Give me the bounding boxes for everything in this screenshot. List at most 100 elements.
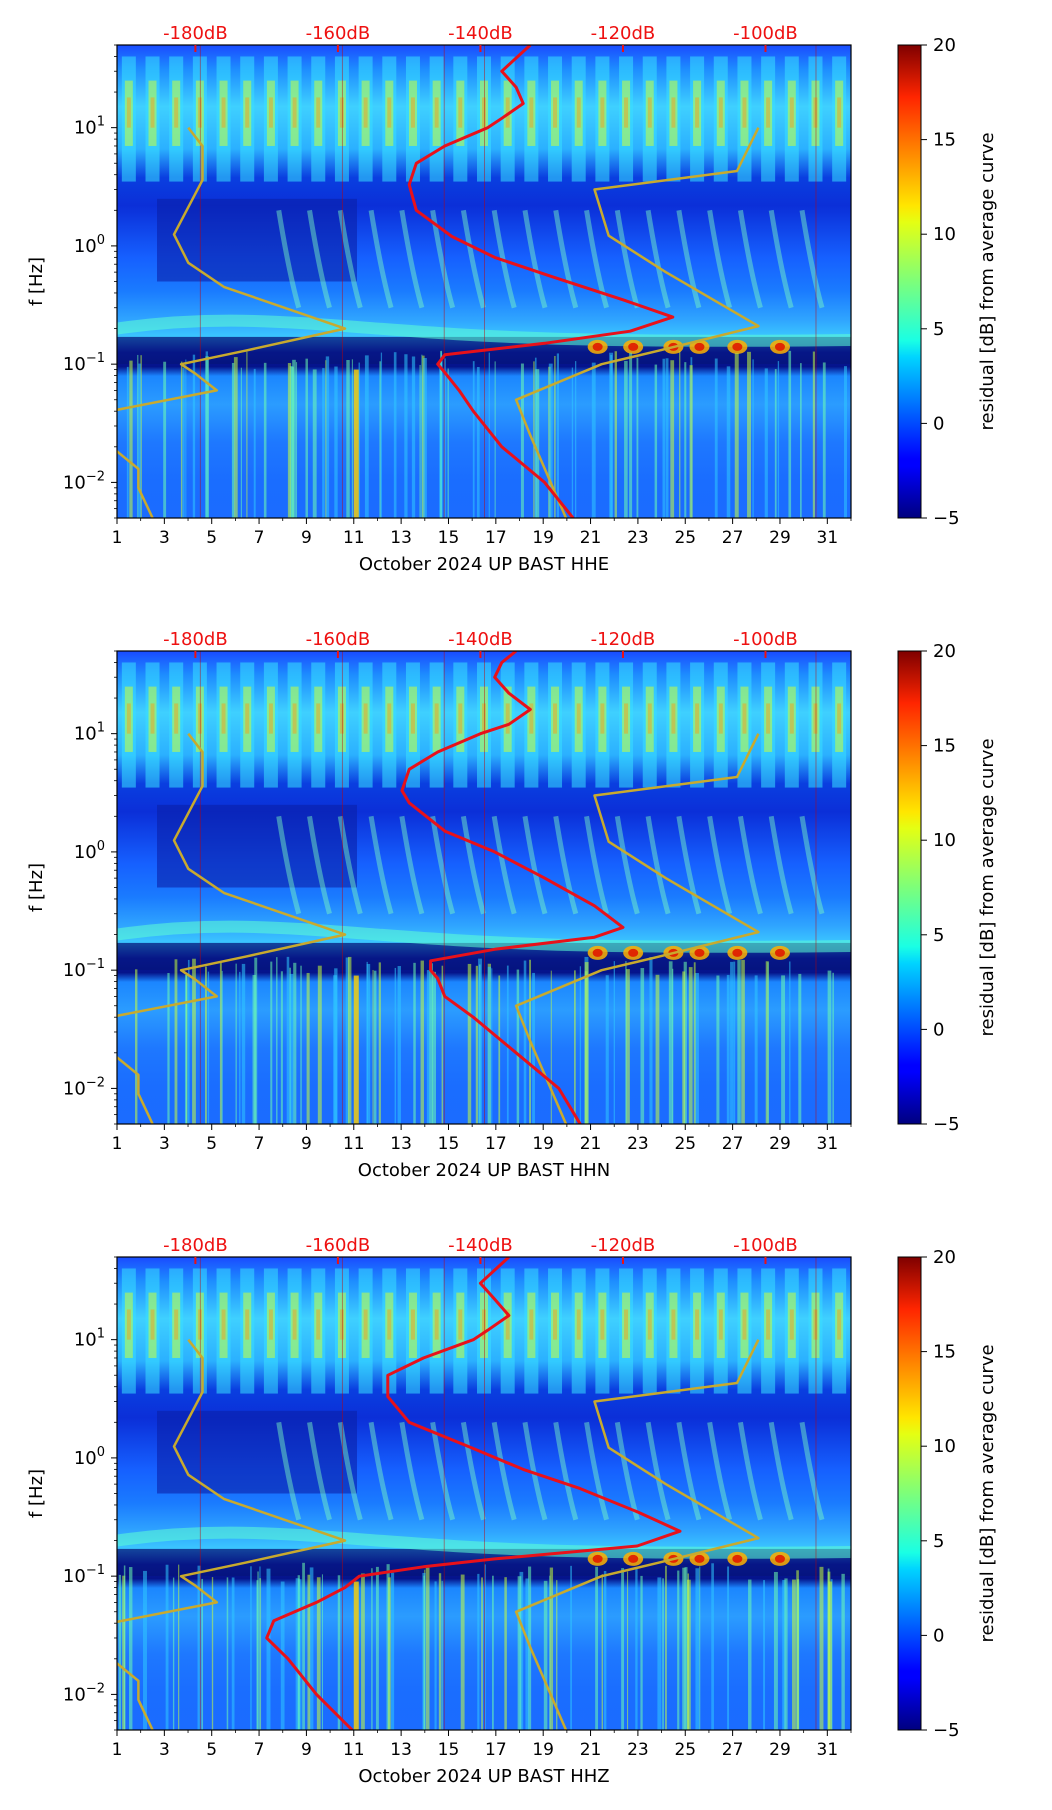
daily-burst-core: [740, 686, 749, 752]
x-tick-label: 19: [532, 1134, 554, 1154]
daily-burst-core: [622, 80, 631, 146]
dispersion-streak: [584, 1421, 609, 1521]
lp-streak: [346, 360, 350, 518]
colorbar-gradient: [897, 1256, 922, 1731]
lp-streak: [266, 1568, 271, 1730]
dispersion-streak: [676, 209, 702, 309]
daily-burst-peak: [268, 703, 273, 734]
daily-burst-peak: [529, 703, 534, 734]
y-tick-label: 100: [74, 839, 105, 863]
dispersion-streak: [676, 1421, 702, 1521]
x-tick-label: 21: [580, 528, 602, 548]
daily-burst-peak: [363, 703, 368, 734]
daily-burst-peak: [410, 1309, 415, 1340]
y-axis-label: f [Hz]: [26, 863, 47, 912]
lp-streak: [263, 362, 267, 518]
lp-streak: [765, 961, 769, 1124]
lp-streak: [425, 1567, 430, 1730]
x-tick-label: 19: [532, 528, 554, 548]
lp-streak: [711, 1563, 714, 1730]
daily-burst-peak: [221, 1309, 226, 1340]
lp-streak: [280, 1581, 285, 1730]
y-tick-label: 100: [74, 1445, 105, 1469]
daily-burst-peak: [837, 703, 842, 734]
daily-burst-core: [787, 1292, 796, 1358]
lp-streak: [657, 1577, 662, 1730]
microseism-peak-core: [592, 342, 603, 351]
daily-burst-core: [195, 1292, 204, 1358]
daily-burst-core: [551, 80, 560, 146]
dispersion-streak: [399, 815, 425, 915]
y-tick-label: 10−1: [63, 1563, 105, 1587]
microseism-peak-core: [628, 948, 639, 957]
daily-burst-peak: [363, 97, 368, 128]
lp-streak: [204, 966, 207, 1124]
daily-burst-core: [835, 80, 844, 146]
daily-burst-core: [669, 686, 678, 752]
daily-burst-core: [598, 80, 607, 146]
lp-streak-strong: [353, 1581, 359, 1730]
daily-burst-peak: [434, 97, 439, 128]
transient-line: [341, 45, 343, 518]
lp-streak: [380, 352, 383, 518]
lp-streak: [295, 1578, 300, 1730]
daily-burst-core: [243, 1292, 252, 1358]
db-tick-label: -120dB: [591, 1235, 656, 1256]
lp-streak: [754, 975, 758, 1124]
daily-burst-core: [480, 1292, 488, 1358]
dispersion-streak: [799, 815, 825, 915]
lp-streak: [259, 1566, 261, 1730]
daily-burst-core: [408, 686, 417, 752]
lp-streak: [379, 361, 382, 518]
x-tick-label: 9: [301, 528, 312, 548]
colorbar-tick-label: 10: [933, 830, 956, 851]
daily-burst-peak: [174, 703, 179, 734]
lp-streak: [822, 362, 826, 518]
lp-streak: [694, 973, 699, 1124]
daily-burst-peak: [387, 1309, 392, 1340]
colorbar-tick-label: 5: [933, 925, 944, 946]
db-tick-label: -160dB: [306, 629, 371, 650]
lp-streak: [798, 973, 802, 1124]
lp-streak: [257, 1571, 259, 1730]
daily-burst-core: [456, 1292, 465, 1358]
lp-streak: [484, 1564, 486, 1730]
microseism-ridge: [117, 920, 851, 953]
lp-streak: [625, 961, 627, 1124]
lp-streak: [472, 361, 475, 518]
daily-burst-core: [172, 686, 181, 752]
x-tick-label: 21: [580, 1134, 602, 1154]
daily-burst-core: [243, 80, 252, 146]
daily-burst-core: [385, 1292, 394, 1358]
quiet-patch: [157, 198, 357, 282]
daily-burst-peak: [434, 703, 439, 734]
lp-streak: [841, 1573, 845, 1730]
lp-streak: [689, 365, 693, 518]
daily-burst-core: [172, 1292, 181, 1358]
transient-line: [341, 1257, 343, 1730]
daily-burst-core: [243, 686, 252, 752]
lp-streak: [727, 1566, 730, 1730]
transient-line: [199, 1257, 201, 1730]
lp-streak: [165, 1564, 169, 1730]
lp-streak: [334, 968, 338, 1124]
x-tick-label: 29: [769, 528, 791, 548]
daily-burst-peak: [150, 97, 155, 128]
dispersion-streak: [645, 1421, 671, 1521]
lp-streak: [123, 1565, 126, 1730]
lp-streak: [421, 354, 423, 518]
daily-burst-core: [787, 80, 796, 146]
lp-streak: [747, 351, 751, 518]
dispersion-streak: [368, 209, 394, 309]
dispersion-streak: [737, 815, 763, 915]
lp-streak: [614, 351, 617, 518]
lp-streak: [358, 362, 360, 518]
lp-streak: [447, 368, 449, 518]
colorbar-tick-label: 15: [933, 130, 956, 151]
lp-streak: [550, 970, 552, 1124]
lp-streak: [420, 960, 424, 1124]
lp-streak: [280, 971, 283, 1124]
daily-burst-core: [598, 1292, 607, 1358]
dispersion-streak: [768, 209, 794, 309]
daily-burst-peak: [505, 703, 510, 734]
